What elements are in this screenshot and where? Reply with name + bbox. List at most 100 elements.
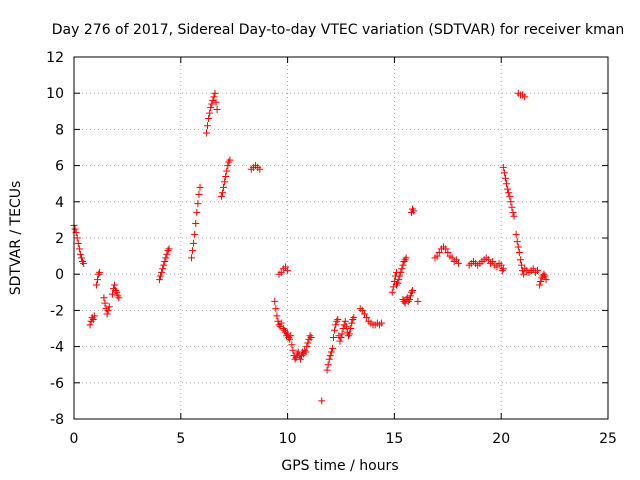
data-point-marker [394,279,402,287]
data-point-marker [349,315,357,323]
data-point-marker [271,297,279,305]
axis-ticks: 0 5 10 15 20 25 -8 -6 -4 -2 0 2 4 6 8 10 12 [46,50,617,447]
data-point-marker [363,314,371,322]
data-point-marker [448,254,456,262]
data-point-marker [521,93,529,101]
data-point-marker [272,305,280,313]
data-point-marker [538,274,546,282]
data-point-marker [401,256,409,264]
data-point-marker [323,366,331,374]
x-axis-label: GPS time / hours [281,458,398,474]
x-tick-label: 20 [492,431,510,447]
data-point-marker [396,272,404,280]
data-point-marker [189,247,197,255]
data-point-marker [204,122,211,130]
data-point-marker [289,346,297,354]
data-point-marker [206,109,214,117]
x-tick-label: 0 [70,431,79,447]
data-point-marker [202,129,210,137]
data-point-marker [304,339,312,347]
data-point-marker [217,192,225,200]
data-point-marker [504,185,512,193]
data-point-marker [406,292,414,300]
data-point-marker [303,343,311,351]
data-point-marker [404,297,412,305]
data-point-marker [207,104,215,112]
data-point-marker [390,277,398,285]
data-point-marker [318,397,326,405]
data-point-marker [414,297,422,305]
plot-border [73,56,609,420]
data-point-marker [503,180,511,188]
data-point-marker [210,93,218,101]
data-point-marker [157,272,165,280]
data-point-marker [75,245,83,253]
data-point-marker [213,105,221,113]
data-point-marker [159,265,167,273]
data-point-marker [100,294,108,302]
data-point-marker [336,337,344,345]
data-point-marker [330,334,338,342]
data-point-marker [398,265,406,273]
data-point-marker [326,352,334,360]
data-point-marker [187,254,195,262]
data-point-marker [158,268,166,276]
data-point-marker [442,245,450,253]
y-tick-label: 10 [46,86,64,102]
data-point-marker [195,191,203,199]
data-point-marker [509,209,517,217]
data-point-marker [277,268,285,276]
data-point-marker [288,341,296,349]
y-tick-label: -6 [50,376,64,392]
data-point-marker [163,250,171,258]
y-tick-label: -8 [50,412,64,428]
x-tick-label: 15 [385,431,403,447]
data-point-marker [211,89,219,97]
y-tick-label: 4 [55,195,64,211]
data-point-marker [218,189,226,197]
data-point-marker [115,294,123,302]
data-point-marker [510,212,518,220]
data-point-marker [337,334,345,342]
chart-title: Day 276 of 2017, Sidereal Day-to-day VTE… [52,22,624,38]
data-point-marker [409,205,417,213]
x-tick-label: 5 [176,431,185,447]
data-point-marker [512,230,520,238]
data-points [70,89,550,405]
data-point-marker [307,334,315,342]
data-point-marker [389,283,397,291]
data-point-marker [489,258,497,266]
data-point-marker [378,319,386,327]
data-point-marker [507,198,515,206]
data-point-marker [338,330,346,338]
data-point-marker [221,178,229,186]
data-point-marker [325,355,333,363]
data-point-marker [274,317,282,325]
data-point-marker [222,172,230,180]
data-point-marker [277,319,285,327]
data-point-marker [95,270,103,278]
data-point-marker [223,167,231,175]
data-point-marker [500,169,508,177]
data-point-marker [333,317,341,325]
data-point-marker [324,361,332,369]
data-point-marker [339,325,347,332]
y-tick-label: 2 [55,231,64,247]
data-point-marker [296,355,304,363]
grid-lines [74,57,608,419]
data-point-marker [164,247,172,255]
data-point-marker [208,100,216,108]
data-point-marker [505,189,513,197]
data-point-marker [86,321,94,329]
data-point-marker [205,115,213,123]
data-point-marker [360,310,368,318]
data-point-marker [194,200,202,208]
data-point-marker [348,319,356,327]
data-point-marker [104,306,112,314]
data-point-marker [350,314,358,322]
data-point-marker [93,276,101,284]
data-point-marker [161,258,169,266]
data-point-marker [331,326,339,334]
data-point-marker [540,270,548,278]
